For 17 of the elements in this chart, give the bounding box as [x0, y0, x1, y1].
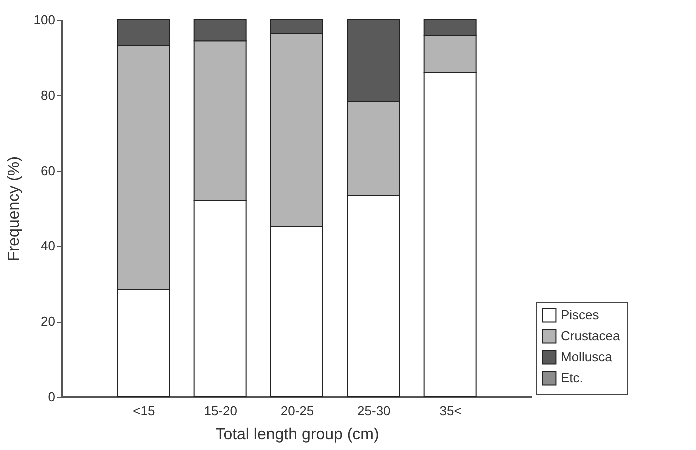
legend-label: Mollusca — [561, 350, 614, 364]
legend-label: Crustacea — [561, 328, 622, 344]
y-tick-label: 100 — [34, 12, 56, 28]
x-tick-label: 15-20 — [204, 404, 238, 418]
legend-label: Etc. — [561, 370, 584, 386]
y-tick-label: 20 — [41, 314, 56, 330]
y-tick-label: 40 — [41, 238, 56, 254]
x-axis-title: Total length group (cm) — [216, 426, 380, 444]
x-tick-label: 35< — [440, 404, 462, 418]
x-tick-label: 25-30 — [358, 404, 391, 418]
legend-label: Pisces — [561, 308, 600, 322]
x-tick-label: <15 — [133, 404, 156, 418]
y-tick-label: 60 — [41, 163, 56, 178]
y-tick-label: 0 — [48, 390, 56, 404]
y-tick-label: 80 — [41, 88, 56, 103]
x-tick-label: 20-25 — [280, 404, 314, 418]
y-axis-title: Frequency (%) — [6, 156, 23, 262]
